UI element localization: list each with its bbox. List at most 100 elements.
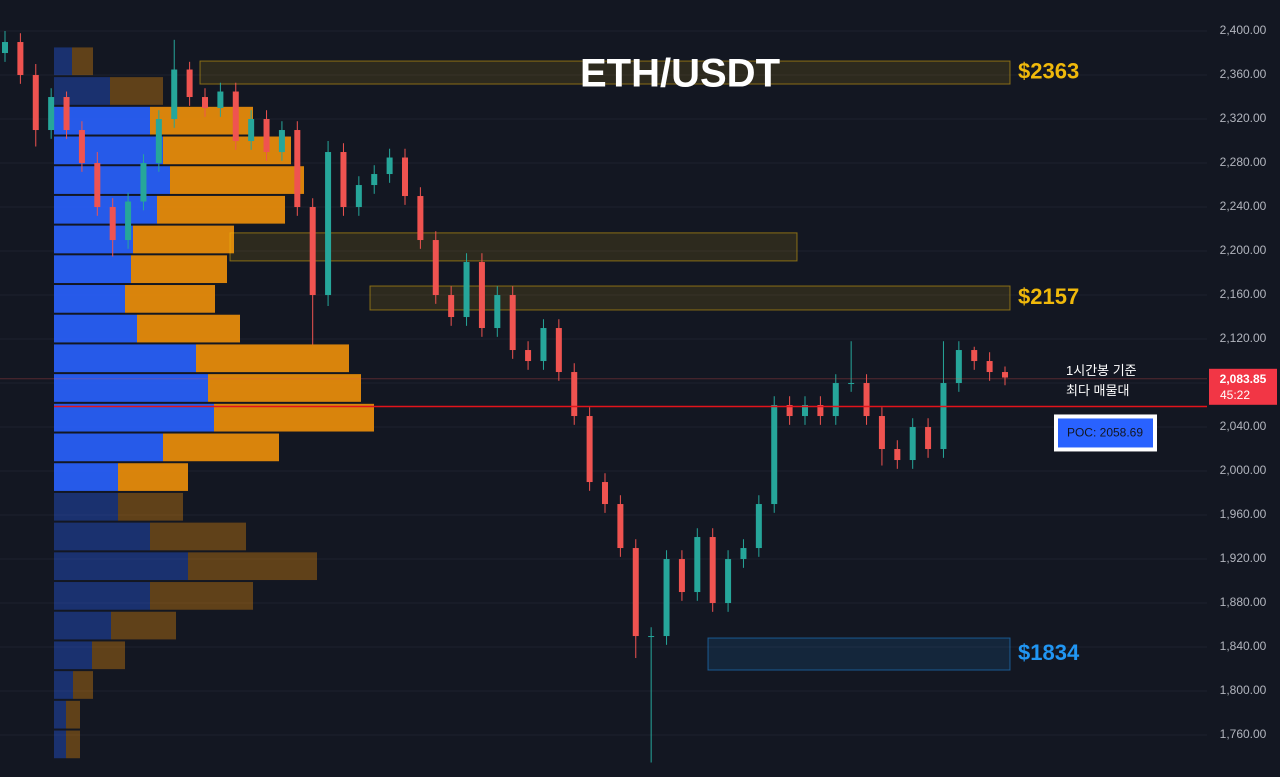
profile-bar <box>188 552 317 581</box>
candle-body <box>740 548 747 560</box>
last-price-tag <box>1209 368 1277 405</box>
profile-bar <box>54 700 66 729</box>
candle-body <box>863 383 870 417</box>
profile-bar <box>54 77 110 105</box>
candle-body <box>832 383 839 417</box>
profile-bar <box>54 403 214 432</box>
profile-bar <box>73 671 93 699</box>
candle-body <box>140 163 147 202</box>
candle-body <box>909 427 916 461</box>
zone <box>369 285 1011 311</box>
candle-body <box>786 405 793 417</box>
poc-box-inner <box>1058 418 1153 448</box>
profile-bar <box>133 225 234 254</box>
candle-body <box>509 295 516 351</box>
profile-bar <box>72 47 93 76</box>
candle-body <box>648 636 655 638</box>
profile-bar <box>54 492 118 521</box>
profile-bar <box>150 582 253 610</box>
profile-bar <box>54 433 163 462</box>
annotation: 1시간봉 기준 <box>1066 363 1137 378</box>
profile-bar <box>163 136 291 165</box>
candle-body <box>709 537 716 604</box>
y-tick-label: 2,120.00 <box>1220 331 1267 345</box>
candle-body <box>2 42 8 54</box>
poc-label: POC: 2058.69 <box>1067 426 1143 440</box>
profile-bar <box>54 611 111 640</box>
candle-body <box>478 262 485 329</box>
y-tick-label: 2,280.00 <box>1220 155 1267 169</box>
candle-body <box>386 157 393 175</box>
y-tick-label: 2,160.00 <box>1220 287 1267 301</box>
profile-bar <box>110 77 163 105</box>
profile-bar <box>54 47 72 76</box>
profile-bar <box>214 403 374 432</box>
y-tick-label: 1,920.00 <box>1220 551 1267 565</box>
y-tick-label: 1,960.00 <box>1220 507 1267 521</box>
last-price-label: 2,083.85 <box>1220 372 1267 386</box>
candle-body <box>463 262 470 318</box>
profile-bar <box>131 255 227 284</box>
candle-body <box>63 97 70 131</box>
candle-body <box>971 350 978 362</box>
zone-label: $2157 <box>1018 284 1079 309</box>
profile-bar <box>54 344 196 373</box>
profile-bar <box>54 374 208 402</box>
profile-bar <box>125 285 215 313</box>
candle-body <box>940 383 947 450</box>
candle-body <box>109 207 116 241</box>
candle-body <box>78 130 85 164</box>
profile-bar <box>118 492 183 521</box>
candle-body <box>694 537 701 593</box>
y-tick-label: 1,800.00 <box>1220 683 1267 697</box>
candle-body <box>155 119 162 164</box>
profile-bar <box>66 730 80 759</box>
profile-bar <box>157 195 285 224</box>
profile-bar <box>150 522 246 551</box>
candle-body <box>32 75 39 131</box>
profile-bar <box>163 433 279 462</box>
candle-body <box>232 91 239 142</box>
candle-body <box>602 482 608 505</box>
profile-bar <box>54 136 163 165</box>
candle-body <box>617 504 624 549</box>
profile-bar <box>54 522 150 551</box>
candle-body <box>894 449 901 461</box>
candle-body <box>340 152 347 208</box>
y-tick-label: 2,400.00 <box>1220 23 1267 37</box>
candle-body <box>417 196 424 241</box>
y-tick-label: 2,200.00 <box>1220 243 1267 257</box>
profile-bar <box>54 582 150 610</box>
y-tick-label: 1,880.00 <box>1220 595 1267 609</box>
candle-body <box>817 405 824 417</box>
candle-body <box>555 328 562 373</box>
candle-body <box>771 405 778 505</box>
candle-body <box>248 119 255 142</box>
candle-body <box>94 163 101 208</box>
zone <box>707 637 1011 671</box>
profile-bar <box>118 463 188 491</box>
y-tick-label: 2,240.00 <box>1220 199 1267 213</box>
zone <box>199 60 1011 85</box>
profile-bar <box>54 195 157 224</box>
zone <box>229 232 798 262</box>
profile-bar <box>54 671 73 699</box>
candle-body <box>309 207 316 296</box>
profile-bar <box>54 225 133 254</box>
candle-body <box>263 119 270 153</box>
profile-bar <box>54 463 118 491</box>
profile-bar <box>54 730 66 759</box>
candle-body <box>925 427 932 450</box>
y-tick-label: 2,000.00 <box>1220 463 1267 477</box>
candle-body <box>725 559 732 604</box>
profile-bar <box>54 314 137 343</box>
profile-bar <box>54 255 131 284</box>
y-tick-label: 2,040.00 <box>1220 419 1267 433</box>
chart-title: ETH/USDT <box>580 52 780 96</box>
candle-body <box>217 91 224 109</box>
candle-body <box>586 416 593 483</box>
candle-body <box>632 548 639 637</box>
candle-body <box>325 152 332 296</box>
y-tick-label: 2,360.00 <box>1220 67 1267 81</box>
candle-body <box>186 69 193 98</box>
